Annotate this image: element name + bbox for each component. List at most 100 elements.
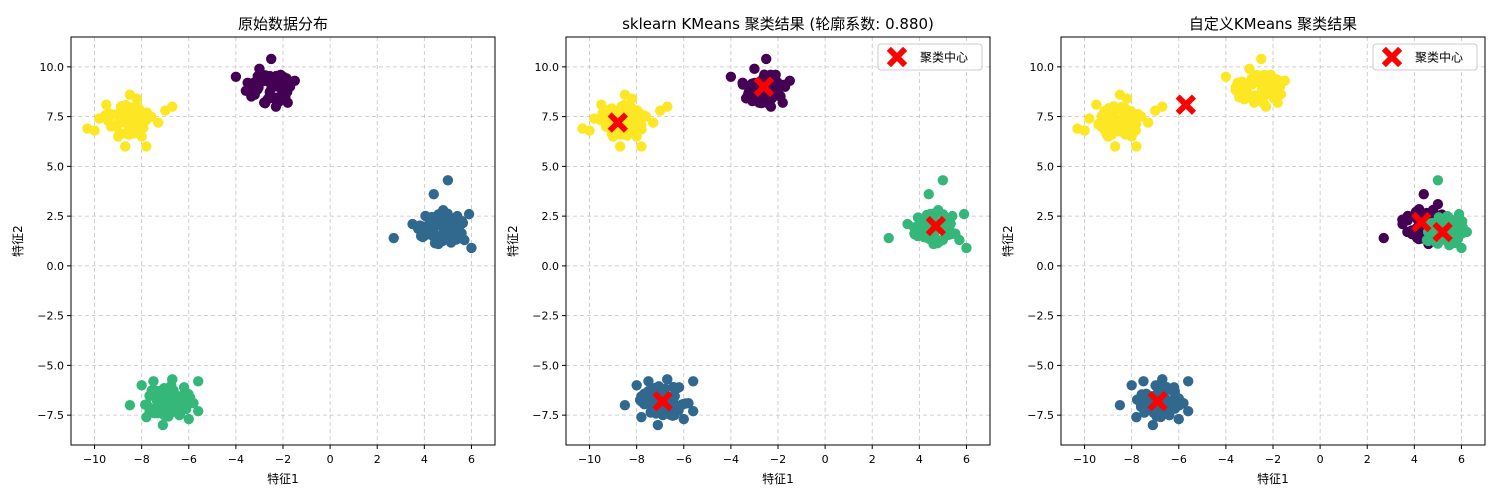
scatter-point: [652, 419, 664, 431]
scatter-point: [254, 63, 265, 75]
scatter-point: [1135, 111, 1147, 122]
x-tick-label: −4: [228, 453, 244, 466]
scatter-point: [777, 97, 788, 108]
scatter-point: [266, 53, 277, 65]
y-tick-label: −5.0: [532, 359, 559, 372]
scatter-point: [94, 113, 105, 124]
scatter-point: [683, 398, 694, 409]
scatter-point: [101, 99, 112, 110]
x-tick-label: 6: [1458, 453, 1465, 466]
legend-marker: [886, 46, 908, 68]
x-tick-label: 4: [421, 453, 428, 466]
x-tick-label: −6: [676, 453, 692, 466]
scatter-point: [1272, 97, 1283, 108]
scatter-point: [152, 403, 164, 415]
scatter-point: [132, 102, 144, 113]
scatter-point: [1220, 71, 1232, 83]
scatter-point: [770, 69, 781, 81]
scatter-point: [407, 218, 418, 230]
cluster-center-marker: [753, 76, 775, 97]
x-tick-label: 2: [1364, 453, 1371, 466]
y-tick-label: −7.5: [532, 409, 559, 422]
scatter-point: [942, 226, 953, 238]
cluster-center-marker: [652, 391, 673, 412]
scatter-point: [167, 101, 178, 112]
scatter-point: [947, 210, 958, 222]
scatter-point: [636, 141, 647, 152]
x-tick-label: −10: [1073, 453, 1096, 466]
cluster-center-marker: [1432, 221, 1453, 243]
y-tick-label: 5.0: [47, 160, 65, 173]
scatter-point: [1456, 242, 1467, 254]
scatter-point: [425, 220, 437, 232]
y-tick-label: 0.0: [542, 260, 560, 273]
scatter-point: [466, 242, 477, 254]
scatter-point: [423, 212, 435, 224]
scatter-point: [626, 103, 637, 114]
scatter-point: [958, 208, 970, 220]
scatter-point: [596, 99, 607, 110]
scatter-point: [639, 398, 650, 410]
scatter-point: [1262, 87, 1273, 98]
y-tick-label: 2.5: [47, 210, 65, 223]
scatter-point: [119, 141, 131, 152]
scatter-point: [463, 208, 475, 220]
x-tick-label: −4: [1218, 453, 1234, 466]
scatter-point: [1456, 225, 1467, 236]
x-tick-label: 0: [1317, 453, 1324, 466]
scatter-point: [416, 228, 428, 240]
scatter-point: [124, 399, 136, 411]
x-tick-label: −2: [770, 453, 786, 466]
scatter-point: [193, 376, 204, 387]
y-tick-label: −5.0: [1027, 359, 1054, 372]
y-tick-label: 7.5: [542, 111, 560, 124]
scatter-point: [619, 399, 631, 411]
scatter-point: [614, 141, 626, 152]
legend-marker: [1381, 46, 1403, 68]
scatter-point: [737, 77, 748, 88]
scatter-point: [1126, 131, 1137, 142]
scatter-point: [923, 189, 934, 200]
scatter-point: [1397, 218, 1408, 230]
scatter-point: [784, 75, 795, 86]
scatter-point: [639, 388, 650, 399]
scatter-point: [1378, 232, 1389, 244]
scatter-point: [1142, 117, 1154, 128]
scatter-point: [765, 101, 777, 112]
scatter-point: [112, 131, 124, 142]
scatter-point: [1251, 75, 1262, 86]
x-tick-label: −8: [134, 453, 150, 466]
scatter-point: [678, 413, 689, 425]
y-tick-label: −7.5: [37, 409, 64, 422]
scatter-point: [270, 101, 282, 112]
x-tick-label: −10: [578, 453, 601, 466]
scatter-point: [1453, 208, 1465, 220]
scatter-point: [640, 111, 652, 122]
scatter-point: [1138, 376, 1149, 387]
y-tick-label: −2.5: [37, 310, 64, 323]
cluster-center-marker: [607, 112, 629, 133]
scatter-point: [437, 204, 449, 216]
scatter-point: [1279, 75, 1290, 86]
scatter-point: [1241, 83, 1253, 94]
scatter-point: [902, 218, 913, 230]
scatter-point: [127, 119, 138, 130]
scatter-point: [167, 374, 178, 385]
scatter-point: [1131, 141, 1142, 152]
scatter-point: [647, 117, 659, 128]
y-tick-label: −2.5: [1027, 310, 1054, 323]
x-axis-label: 特征1: [762, 471, 794, 486]
x-tick-label: −6: [1171, 453, 1187, 466]
scatter-point: [289, 75, 300, 86]
scatter-point: [589, 113, 600, 124]
chart-title: sklearn KMeans 聚类结果 (轮廓系数: 0.880): [622, 15, 934, 33]
x-tick-label: 2: [869, 453, 876, 466]
cluster-center-marker: [1175, 94, 1197, 115]
x-tick-label: 0: [822, 453, 829, 466]
scatter-point: [264, 89, 276, 101]
scatter-point: [1432, 198, 1444, 210]
scatter-point: [1147, 419, 1159, 431]
scatter-point: [1131, 411, 1142, 423]
cluster-center-marker: [925, 215, 947, 237]
scatter-point: [174, 409, 185, 421]
